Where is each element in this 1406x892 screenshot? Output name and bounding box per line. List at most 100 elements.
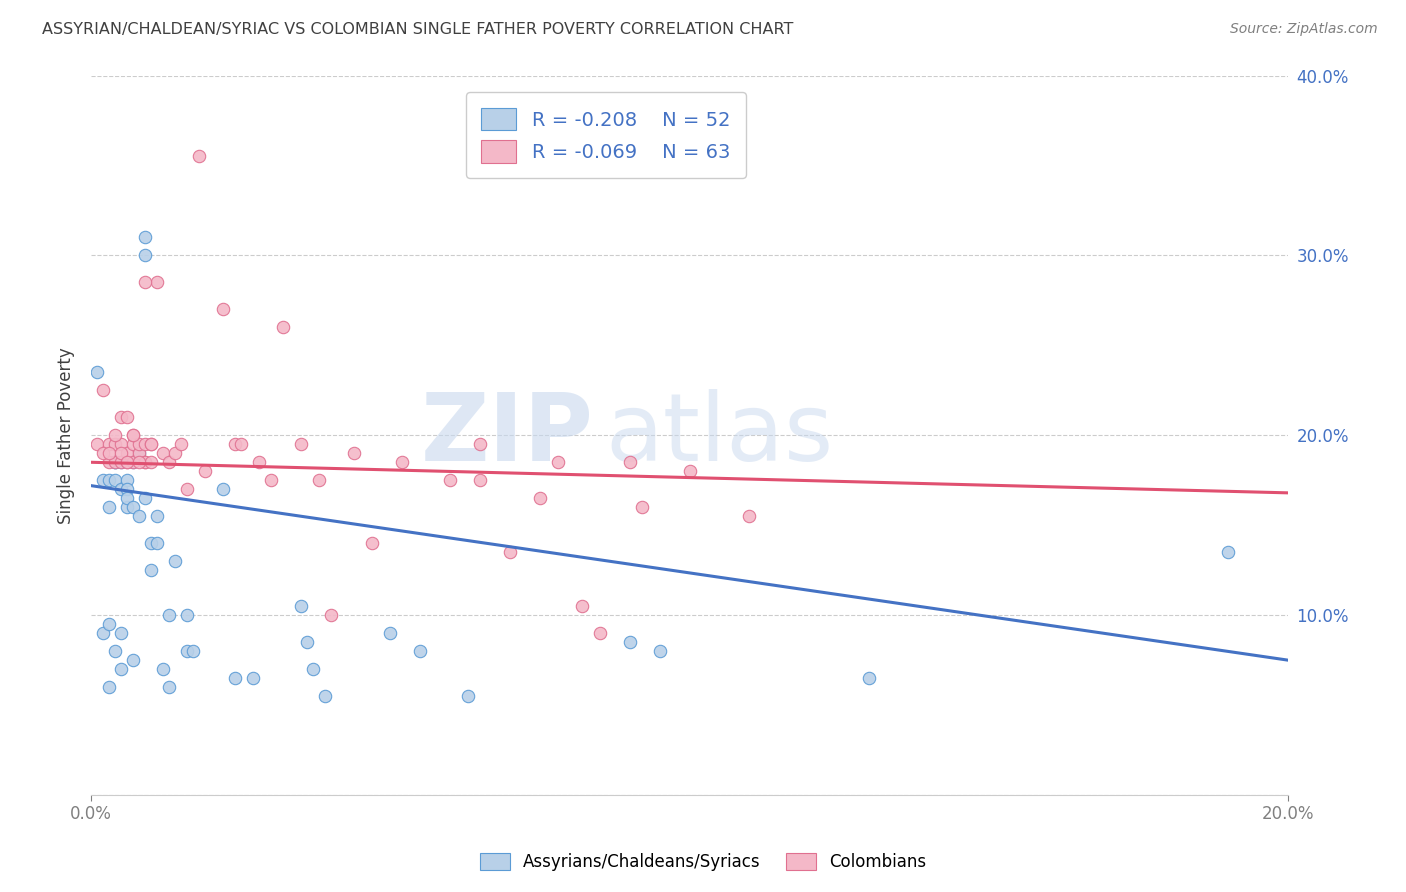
Point <box>98 500 121 515</box>
Point <box>139 437 162 451</box>
Point <box>134 276 156 290</box>
Point <box>104 473 127 487</box>
Point <box>361 536 384 550</box>
Point <box>738 509 761 524</box>
Point <box>110 410 132 425</box>
Point <box>128 509 150 524</box>
Point <box>110 662 132 676</box>
Point <box>139 563 162 577</box>
Point <box>308 473 330 487</box>
Point <box>122 428 145 442</box>
Point <box>648 644 671 658</box>
Point <box>104 437 127 451</box>
Point <box>128 446 150 460</box>
Point <box>91 473 114 487</box>
Point <box>290 437 312 451</box>
Point <box>211 302 233 317</box>
Point <box>98 680 121 694</box>
Point <box>468 473 491 487</box>
Point <box>98 473 121 487</box>
Point <box>152 446 174 460</box>
Point <box>86 365 108 379</box>
Point <box>115 482 138 496</box>
Point <box>134 455 156 469</box>
Point <box>468 437 491 451</box>
Y-axis label: Single Father Poverty: Single Father Poverty <box>58 347 75 524</box>
Point <box>157 680 180 694</box>
Point <box>619 455 641 469</box>
Point <box>134 248 156 262</box>
Point <box>187 149 209 163</box>
Point <box>181 644 204 658</box>
Text: Source: ZipAtlas.com: Source: ZipAtlas.com <box>1230 22 1378 37</box>
Point <box>139 455 162 469</box>
Point <box>98 437 121 451</box>
Point <box>115 410 138 425</box>
Point <box>211 482 233 496</box>
Point <box>110 482 132 496</box>
Point <box>98 617 121 632</box>
Point <box>163 554 186 568</box>
Point <box>110 446 132 460</box>
Point <box>229 437 252 451</box>
Point <box>139 536 162 550</box>
Point <box>499 545 522 559</box>
Legend: R = -0.208    N = 52, R = -0.069    N = 63: R = -0.208 N = 52, R = -0.069 N = 63 <box>465 93 745 178</box>
Point <box>146 276 169 290</box>
Point <box>134 437 156 451</box>
Point <box>122 437 145 451</box>
Point <box>104 455 127 469</box>
Legend: Assyrians/Chaldeans/Syriacs, Colombians: Assyrians/Chaldeans/Syriacs, Colombians <box>471 845 935 880</box>
Point <box>128 455 150 469</box>
Point <box>146 509 169 524</box>
Point <box>134 455 156 469</box>
Point <box>157 455 180 469</box>
Point <box>247 455 270 469</box>
Point <box>571 599 593 614</box>
Point <box>122 653 145 667</box>
Point <box>104 455 127 469</box>
Point <box>858 671 880 685</box>
Point <box>343 446 366 460</box>
Point <box>122 500 145 515</box>
Point <box>115 446 138 460</box>
Point <box>260 473 283 487</box>
Point <box>122 455 145 469</box>
Point <box>314 689 336 703</box>
Point <box>91 446 114 460</box>
Point <box>115 473 138 487</box>
Point <box>110 437 132 451</box>
Point <box>110 455 132 469</box>
Point <box>104 455 127 469</box>
Point <box>139 437 162 451</box>
Point <box>134 491 156 506</box>
Point <box>115 491 138 506</box>
Point <box>194 464 217 478</box>
Point <box>91 384 114 398</box>
Point <box>115 455 138 469</box>
Point <box>529 491 551 506</box>
Point <box>678 464 700 478</box>
Point <box>224 671 246 685</box>
Point <box>619 635 641 649</box>
Point <box>439 473 461 487</box>
Point <box>146 536 169 550</box>
Point <box>457 689 479 703</box>
Point <box>157 608 180 623</box>
Point <box>115 455 138 469</box>
Point <box>301 662 323 676</box>
Text: ZIP: ZIP <box>420 389 593 482</box>
Point <box>98 455 121 469</box>
Point <box>170 437 193 451</box>
Point <box>319 608 342 623</box>
Point <box>271 320 294 334</box>
Point <box>86 437 108 451</box>
Point <box>128 446 150 460</box>
Point <box>409 644 432 658</box>
Point <box>104 644 127 658</box>
Point <box>1218 545 1240 559</box>
Point <box>176 482 198 496</box>
Point <box>547 455 569 469</box>
Text: atlas: atlas <box>606 389 834 482</box>
Point <box>290 599 312 614</box>
